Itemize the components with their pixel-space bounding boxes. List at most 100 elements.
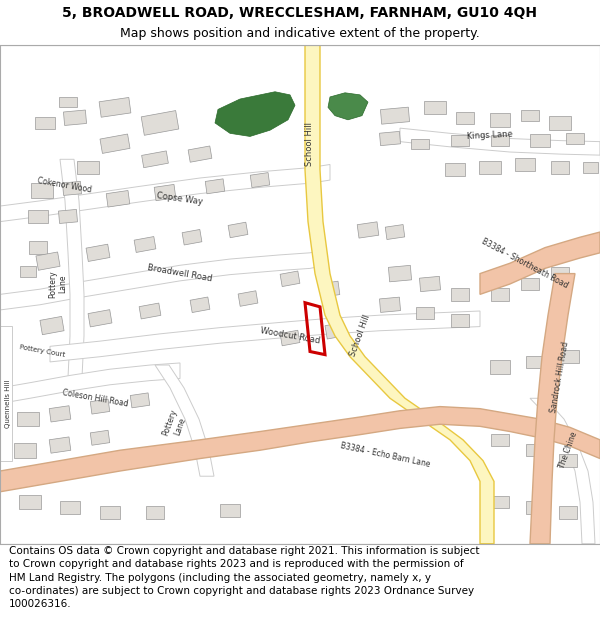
Polygon shape	[559, 454, 577, 467]
Polygon shape	[141, 111, 179, 135]
Polygon shape	[228, 222, 248, 238]
Polygon shape	[491, 434, 509, 446]
Polygon shape	[28, 210, 48, 222]
Text: Woodcut Road: Woodcut Road	[259, 326, 320, 346]
Polygon shape	[139, 303, 161, 319]
Polygon shape	[238, 291, 258, 306]
Polygon shape	[566, 133, 584, 144]
Polygon shape	[551, 161, 569, 174]
Polygon shape	[205, 179, 225, 194]
Polygon shape	[380, 131, 400, 146]
Polygon shape	[49, 406, 71, 422]
Polygon shape	[0, 164, 330, 222]
Text: Cokenor Wood: Cokenor Wood	[37, 176, 93, 194]
Polygon shape	[559, 506, 577, 519]
Polygon shape	[491, 496, 509, 508]
Polygon shape	[220, 504, 240, 518]
Polygon shape	[106, 191, 130, 207]
Polygon shape	[320, 281, 340, 297]
Polygon shape	[36, 252, 60, 270]
Polygon shape	[451, 288, 469, 301]
Polygon shape	[526, 444, 544, 456]
Polygon shape	[583, 162, 598, 172]
Polygon shape	[490, 113, 510, 127]
Polygon shape	[250, 173, 270, 188]
Polygon shape	[456, 111, 474, 124]
Text: Coleson Hill Road: Coleson Hill Road	[61, 388, 128, 409]
Polygon shape	[154, 184, 176, 201]
Polygon shape	[59, 209, 77, 224]
Polygon shape	[188, 146, 212, 162]
Polygon shape	[0, 251, 320, 310]
Polygon shape	[280, 330, 300, 346]
Text: Pottery
Lane: Pottery Lane	[161, 408, 189, 441]
Polygon shape	[88, 309, 112, 327]
Polygon shape	[424, 101, 446, 114]
Polygon shape	[90, 430, 110, 445]
Polygon shape	[325, 322, 345, 339]
Polygon shape	[0, 326, 12, 461]
Polygon shape	[530, 274, 575, 544]
Polygon shape	[451, 136, 469, 146]
Text: 5, BROADWELL ROAD, WRECCLESHAM, FARNHAM, GU10 4QH: 5, BROADWELL ROAD, WRECCLESHAM, FARNHAM,…	[62, 6, 538, 19]
Polygon shape	[142, 151, 169, 168]
Polygon shape	[49, 437, 71, 453]
Polygon shape	[491, 288, 509, 301]
Polygon shape	[35, 117, 55, 129]
Polygon shape	[14, 443, 36, 458]
Polygon shape	[182, 229, 202, 245]
Polygon shape	[155, 365, 214, 476]
Polygon shape	[0, 363, 180, 404]
Text: Contains OS data © Crown copyright and database right 2021. This information is : Contains OS data © Crown copyright and d…	[9, 546, 479, 609]
Polygon shape	[530, 398, 595, 544]
Polygon shape	[64, 110, 86, 126]
Polygon shape	[60, 501, 80, 514]
Polygon shape	[146, 506, 164, 519]
Polygon shape	[526, 356, 544, 368]
Text: Map shows position and indicative extent of the property.: Map shows position and indicative extent…	[120, 28, 480, 40]
Polygon shape	[445, 164, 465, 176]
Text: Copse Way: Copse Way	[157, 191, 203, 206]
Text: Sandrock Hill Road: Sandrock Hill Road	[550, 341, 571, 414]
Polygon shape	[50, 311, 480, 362]
Polygon shape	[526, 501, 544, 514]
Polygon shape	[380, 107, 410, 124]
Text: B3384 - Echo Barn Lane: B3384 - Echo Barn Lane	[340, 441, 431, 469]
Polygon shape	[328, 92, 368, 120]
Polygon shape	[99, 98, 131, 118]
Polygon shape	[388, 266, 412, 282]
Polygon shape	[31, 183, 53, 198]
Polygon shape	[100, 506, 120, 519]
Polygon shape	[40, 316, 64, 335]
Polygon shape	[20, 266, 36, 277]
Polygon shape	[0, 407, 600, 492]
Polygon shape	[86, 244, 110, 261]
Polygon shape	[451, 314, 469, 327]
Polygon shape	[530, 134, 550, 147]
Polygon shape	[385, 224, 405, 239]
Polygon shape	[480, 232, 600, 294]
Polygon shape	[59, 97, 77, 108]
Text: The Chine: The Chine	[557, 431, 579, 470]
Polygon shape	[134, 236, 156, 252]
Polygon shape	[419, 276, 440, 292]
Polygon shape	[19, 495, 41, 509]
Polygon shape	[551, 268, 569, 280]
Polygon shape	[479, 161, 501, 174]
Polygon shape	[561, 351, 579, 363]
Polygon shape	[100, 134, 130, 153]
Polygon shape	[60, 159, 84, 378]
Polygon shape	[62, 181, 82, 196]
Polygon shape	[280, 271, 300, 286]
Polygon shape	[190, 297, 210, 312]
Polygon shape	[491, 136, 509, 146]
Polygon shape	[17, 412, 39, 426]
Polygon shape	[400, 128, 600, 155]
Text: School Hill: School Hill	[305, 122, 314, 166]
Text: School Hill: School Hill	[348, 314, 372, 358]
Polygon shape	[130, 393, 150, 408]
Text: Broadwell Road: Broadwell Road	[147, 264, 213, 284]
Text: B3384 - Shortheath Road: B3384 - Shortheath Road	[480, 237, 570, 290]
Polygon shape	[521, 111, 539, 121]
Polygon shape	[549, 116, 571, 130]
